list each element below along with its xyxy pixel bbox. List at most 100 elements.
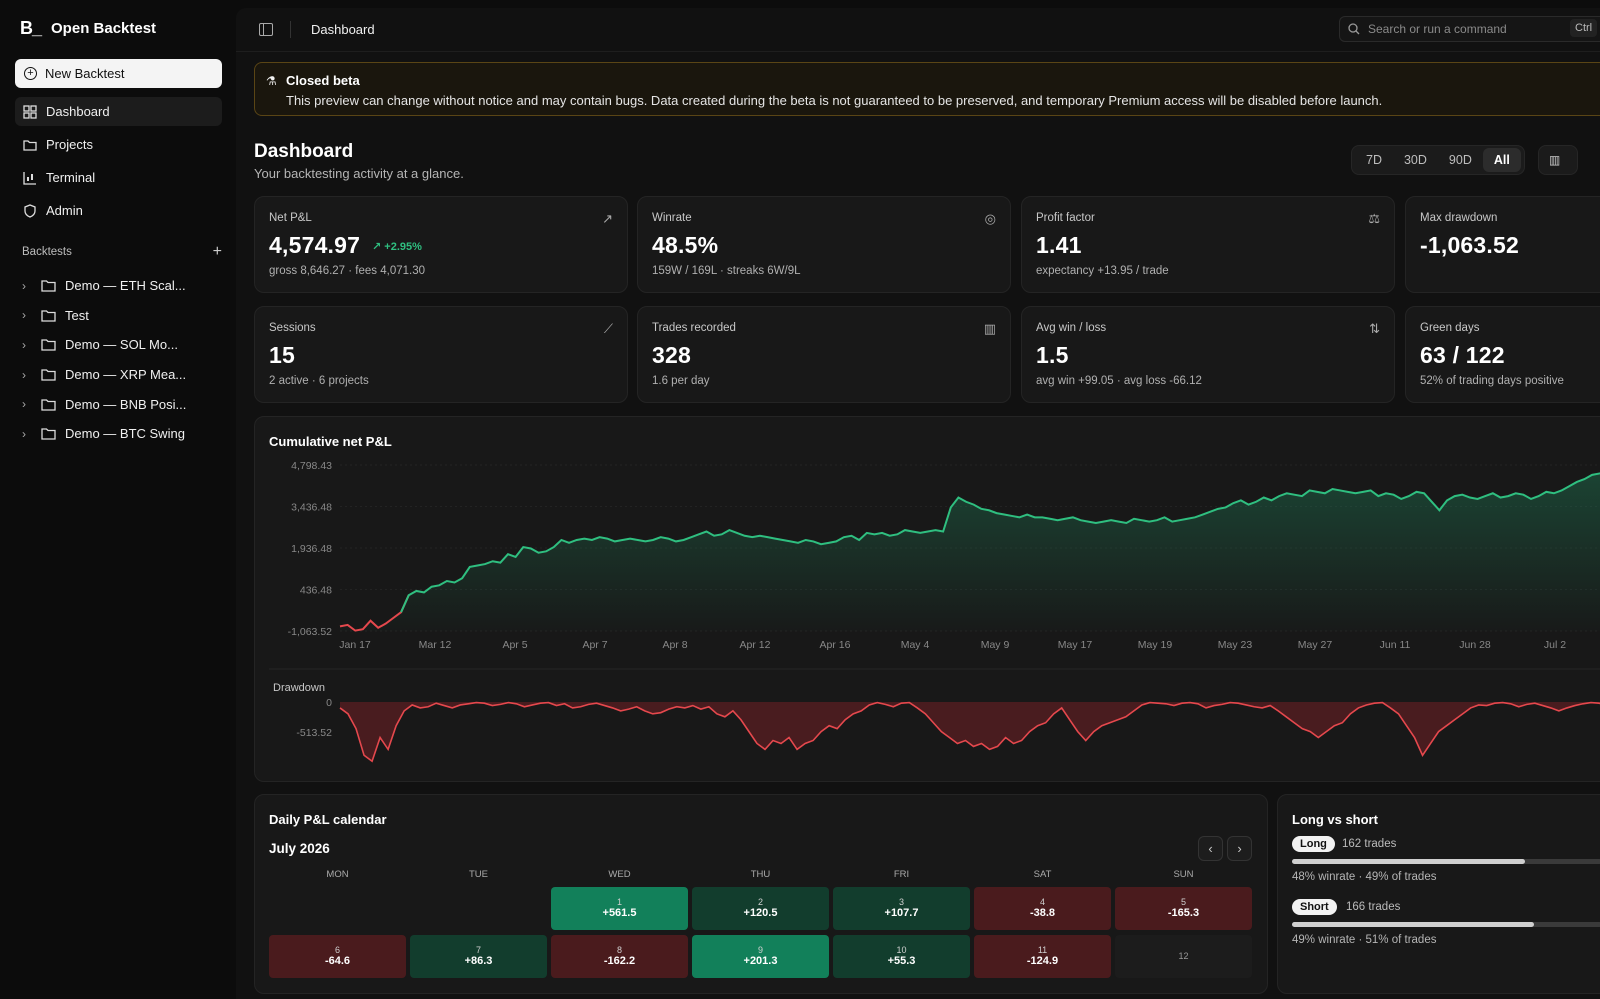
page-subtitle: Your backtesting activity at a glance. — [254, 166, 464, 181]
day-pnl: -64.6 — [324, 955, 351, 967]
sidebar-item-label: Admin — [46, 203, 83, 218]
long-pill: Long — [1292, 836, 1335, 852]
backtests-header: Backtests + — [22, 243, 222, 260]
day-number: 4 — [1039, 897, 1045, 907]
brand[interactable]: B_ Open Backtest — [20, 18, 156, 39]
folder-icon — [41, 280, 56, 292]
short-share-fill — [1292, 922, 1534, 927]
stat-card-net-pnl: Net P&L 4,574.97 ↗ +2.95% gross 8,646.27… — [254, 196, 628, 293]
chevron-left-icon: ‹ — [1208, 841, 1213, 856]
stat-value: 4,574.97 — [269, 232, 361, 258]
sidebar-item-admin[interactable]: Admin — [15, 196, 222, 225]
calendar-day[interactable]: 4 -38.8 — [974, 887, 1111, 930]
backtest-item[interactable]: › Demo — SOL Mo... — [22, 330, 222, 360]
stat-card-max-drawdown: Max drawdown -1,063.52 — [1405, 196, 1600, 293]
scale-icon: ⚖ — [1368, 211, 1380, 226]
chevron-right-icon[interactable]: › — [22, 278, 26, 293]
range-selector: 7D 30D 90D All — [1351, 145, 1525, 175]
range-all[interactable]: All — [1482, 148, 1521, 172]
stat-card-green-days: Green days 63 / 122 52% of trading days … — [1405, 306, 1600, 403]
day-pnl: -124.9 — [1026, 955, 1059, 967]
stat-card-profit-factor: Profit factor 1.41 expectancy +13.95 / t… — [1021, 196, 1395, 293]
backtest-item-label: Demo — BTC Swing — [65, 426, 185, 442]
search-input[interactable] — [1368, 22, 1558, 36]
day-pnl: +201.3 — [743, 955, 778, 967]
x-tick-label: Apr 5 — [502, 639, 527, 651]
stat-value: 63 / 122 — [1420, 342, 1505, 368]
sidebar-item-terminal[interactable]: Terminal — [15, 163, 222, 192]
calendar-day[interactable]: 10 +55.3 — [833, 935, 970, 978]
short-trades: 166 trades — [1346, 901, 1401, 913]
stat-value: 48.5% — [652, 232, 719, 258]
calendar-day[interactable]: 5 -165.3 — [1115, 887, 1252, 930]
sidebar-item-label: Dashboard — [46, 104, 110, 119]
chevron-right-icon[interactable]: › — [22, 397, 26, 412]
x-tick-label: Jul 2 — [1544, 639, 1566, 651]
calendar-day[interactable]: 3 +107.7 — [833, 887, 970, 930]
pnl-chart-svg: 4,798.43 3,436.48 1,936.48 436.48 -1,063.52 J… — [269, 460, 1600, 763]
chevron-right-icon[interactable]: › — [22, 426, 26, 441]
day-number: 6 — [334, 945, 340, 955]
chevron-right-icon[interactable]: › — [22, 308, 26, 323]
chart-options-button[interactable]: ▥ — [1538, 145, 1578, 175]
range-30d[interactable]: 30D — [1403, 153, 1427, 167]
sidebar-toggle-icon[interactable] — [259, 23, 273, 36]
day-number: 2 — [757, 897, 763, 907]
trend-up-icon: ↗ — [602, 211, 613, 226]
new-backtest-button[interactable]: + New Backtest — [15, 59, 222, 88]
page-title: Dashboard — [254, 141, 354, 162]
backtest-item-label: Demo — ETH Scal... — [65, 278, 186, 294]
chevron-right-icon[interactable]: › — [22, 367, 26, 382]
prev-month-button[interactable]: ‹ — [1198, 836, 1223, 861]
calendar-day[interactable]: 8 -162.2 — [551, 935, 688, 978]
day-number: 5 — [1180, 897, 1186, 907]
sidebar-item-projects[interactable]: Projects — [15, 130, 222, 159]
calendar-day[interactable]: 2 +120.5 — [692, 887, 829, 930]
backtest-item[interactable]: › Test — [22, 301, 222, 331]
y-tick-label: 1,936.48 — [291, 543, 332, 555]
sidebar-nav: Dashboard Projects Terminal Admin — [15, 97, 222, 229]
stat-sub: avg win +99.05 · avg loss -66.12 — [1036, 375, 1202, 387]
calendar-day[interactable]: 1 +561.5 — [551, 887, 688, 930]
backtest-item-label: Demo — SOL Mo... — [65, 337, 178, 353]
day-number: 11 — [1037, 945, 1048, 955]
weekday-label: SUN — [1173, 869, 1194, 880]
stat-label: Green days — [1420, 322, 1480, 334]
line-chart-icon: ⟋ — [603, 321, 613, 336]
chevron-right-icon[interactable]: › — [22, 337, 26, 352]
sidebar-item-dashboard[interactable]: Dashboard — [15, 97, 222, 126]
backtest-item[interactable]: › Demo — BNB Posi... — [22, 389, 222, 419]
backtest-item[interactable]: › Demo — XRP Mea... — [22, 360, 222, 390]
stat-sub: expectancy +13.95 / trade — [1036, 265, 1169, 277]
app-name: Open Backtest — [51, 20, 157, 37]
sidebar: B_ Open Backtest + New Backtest Dashboar… — [0, 0, 236, 999]
weekday-label: WED — [608, 869, 631, 880]
brand-logo: B_ — [20, 18, 42, 38]
backtest-item[interactable]: › Demo — ETH Scal... — [22, 271, 222, 301]
range-7d[interactable]: 7D — [1366, 153, 1382, 167]
search-box[interactable]: Ctrl — [1339, 16, 1600, 42]
x-tick-label: May 4 — [901, 639, 930, 651]
next-month-button[interactable]: › — [1227, 836, 1252, 861]
day-pnl: +120.5 — [743, 907, 778, 919]
day-pnl: -165.3 — [1167, 907, 1200, 919]
x-tick-label: May 19 — [1138, 639, 1173, 651]
calendar-day[interactable]: 12 — [1115, 935, 1252, 978]
backtests-header-label: Backtests — [22, 246, 72, 258]
search-icon — [1348, 23, 1360, 35]
long-trades: 162 trades — [1342, 838, 1397, 850]
topbar: Dashboard Ctrl — [236, 8, 1600, 52]
backtest-item-label: Demo — BNB Posi... — [65, 396, 187, 412]
long-short-title: Long vs short — [1292, 812, 1378, 827]
dd-y-tick-label: -513.52 — [296, 727, 332, 739]
calendar-day[interactable]: 11 -124.9 — [974, 935, 1111, 978]
terminal-chart-icon — [23, 171, 36, 185]
calendar-day[interactable]: 9 +201.3 — [692, 935, 829, 978]
backtest-item[interactable]: › Demo — BTC Swing — [22, 419, 222, 449]
calendar-day[interactable]: 6 -64.6 — [269, 935, 406, 978]
range-90d[interactable]: 90D — [1448, 153, 1472, 167]
add-backtest-icon[interactable]: + — [212, 243, 222, 260]
drawdown-title: Drawdown — [273, 682, 325, 694]
calendar-day[interactable]: 7 +86.3 — [410, 935, 547, 978]
day-number: 3 — [898, 897, 904, 907]
